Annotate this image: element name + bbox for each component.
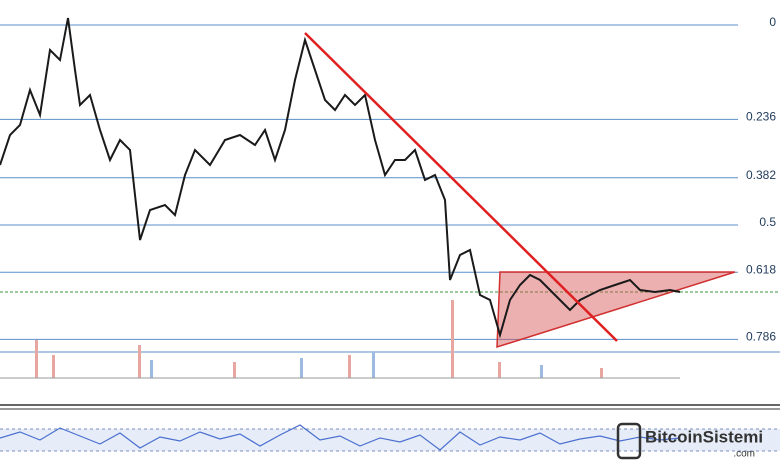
label-bg (738, 330, 780, 345)
label-bg (738, 216, 780, 230)
volume (35, 300, 603, 378)
label-bg (738, 263, 780, 278)
label-bg (738, 168, 780, 183)
label-bg (738, 16, 780, 30)
y-tick-label: 0.382 (746, 168, 776, 182)
watermark: BitcoinSistemi .com (616, 422, 763, 460)
y-tick-label: 0.786 (746, 330, 776, 344)
fib-levels: 0 0.236 0.382 0.5 0.618 0.786 (0, 15, 780, 345)
y-tick-label: 0.236 (746, 110, 776, 124)
rsi-line (0, 424, 681, 451)
y-tick-label: 0 (769, 15, 776, 29)
watermark-logo (616, 422, 642, 460)
watermark-domain: .com (733, 449, 755, 460)
label-bg (738, 110, 780, 125)
trend-line (304, 32, 618, 342)
price-path (0, 17, 681, 339)
watermark-name: BitcoinSistemi (645, 427, 763, 446)
y-tick-label: 0.618 (746, 262, 776, 276)
y-tick-label: 0.5 (759, 215, 776, 229)
